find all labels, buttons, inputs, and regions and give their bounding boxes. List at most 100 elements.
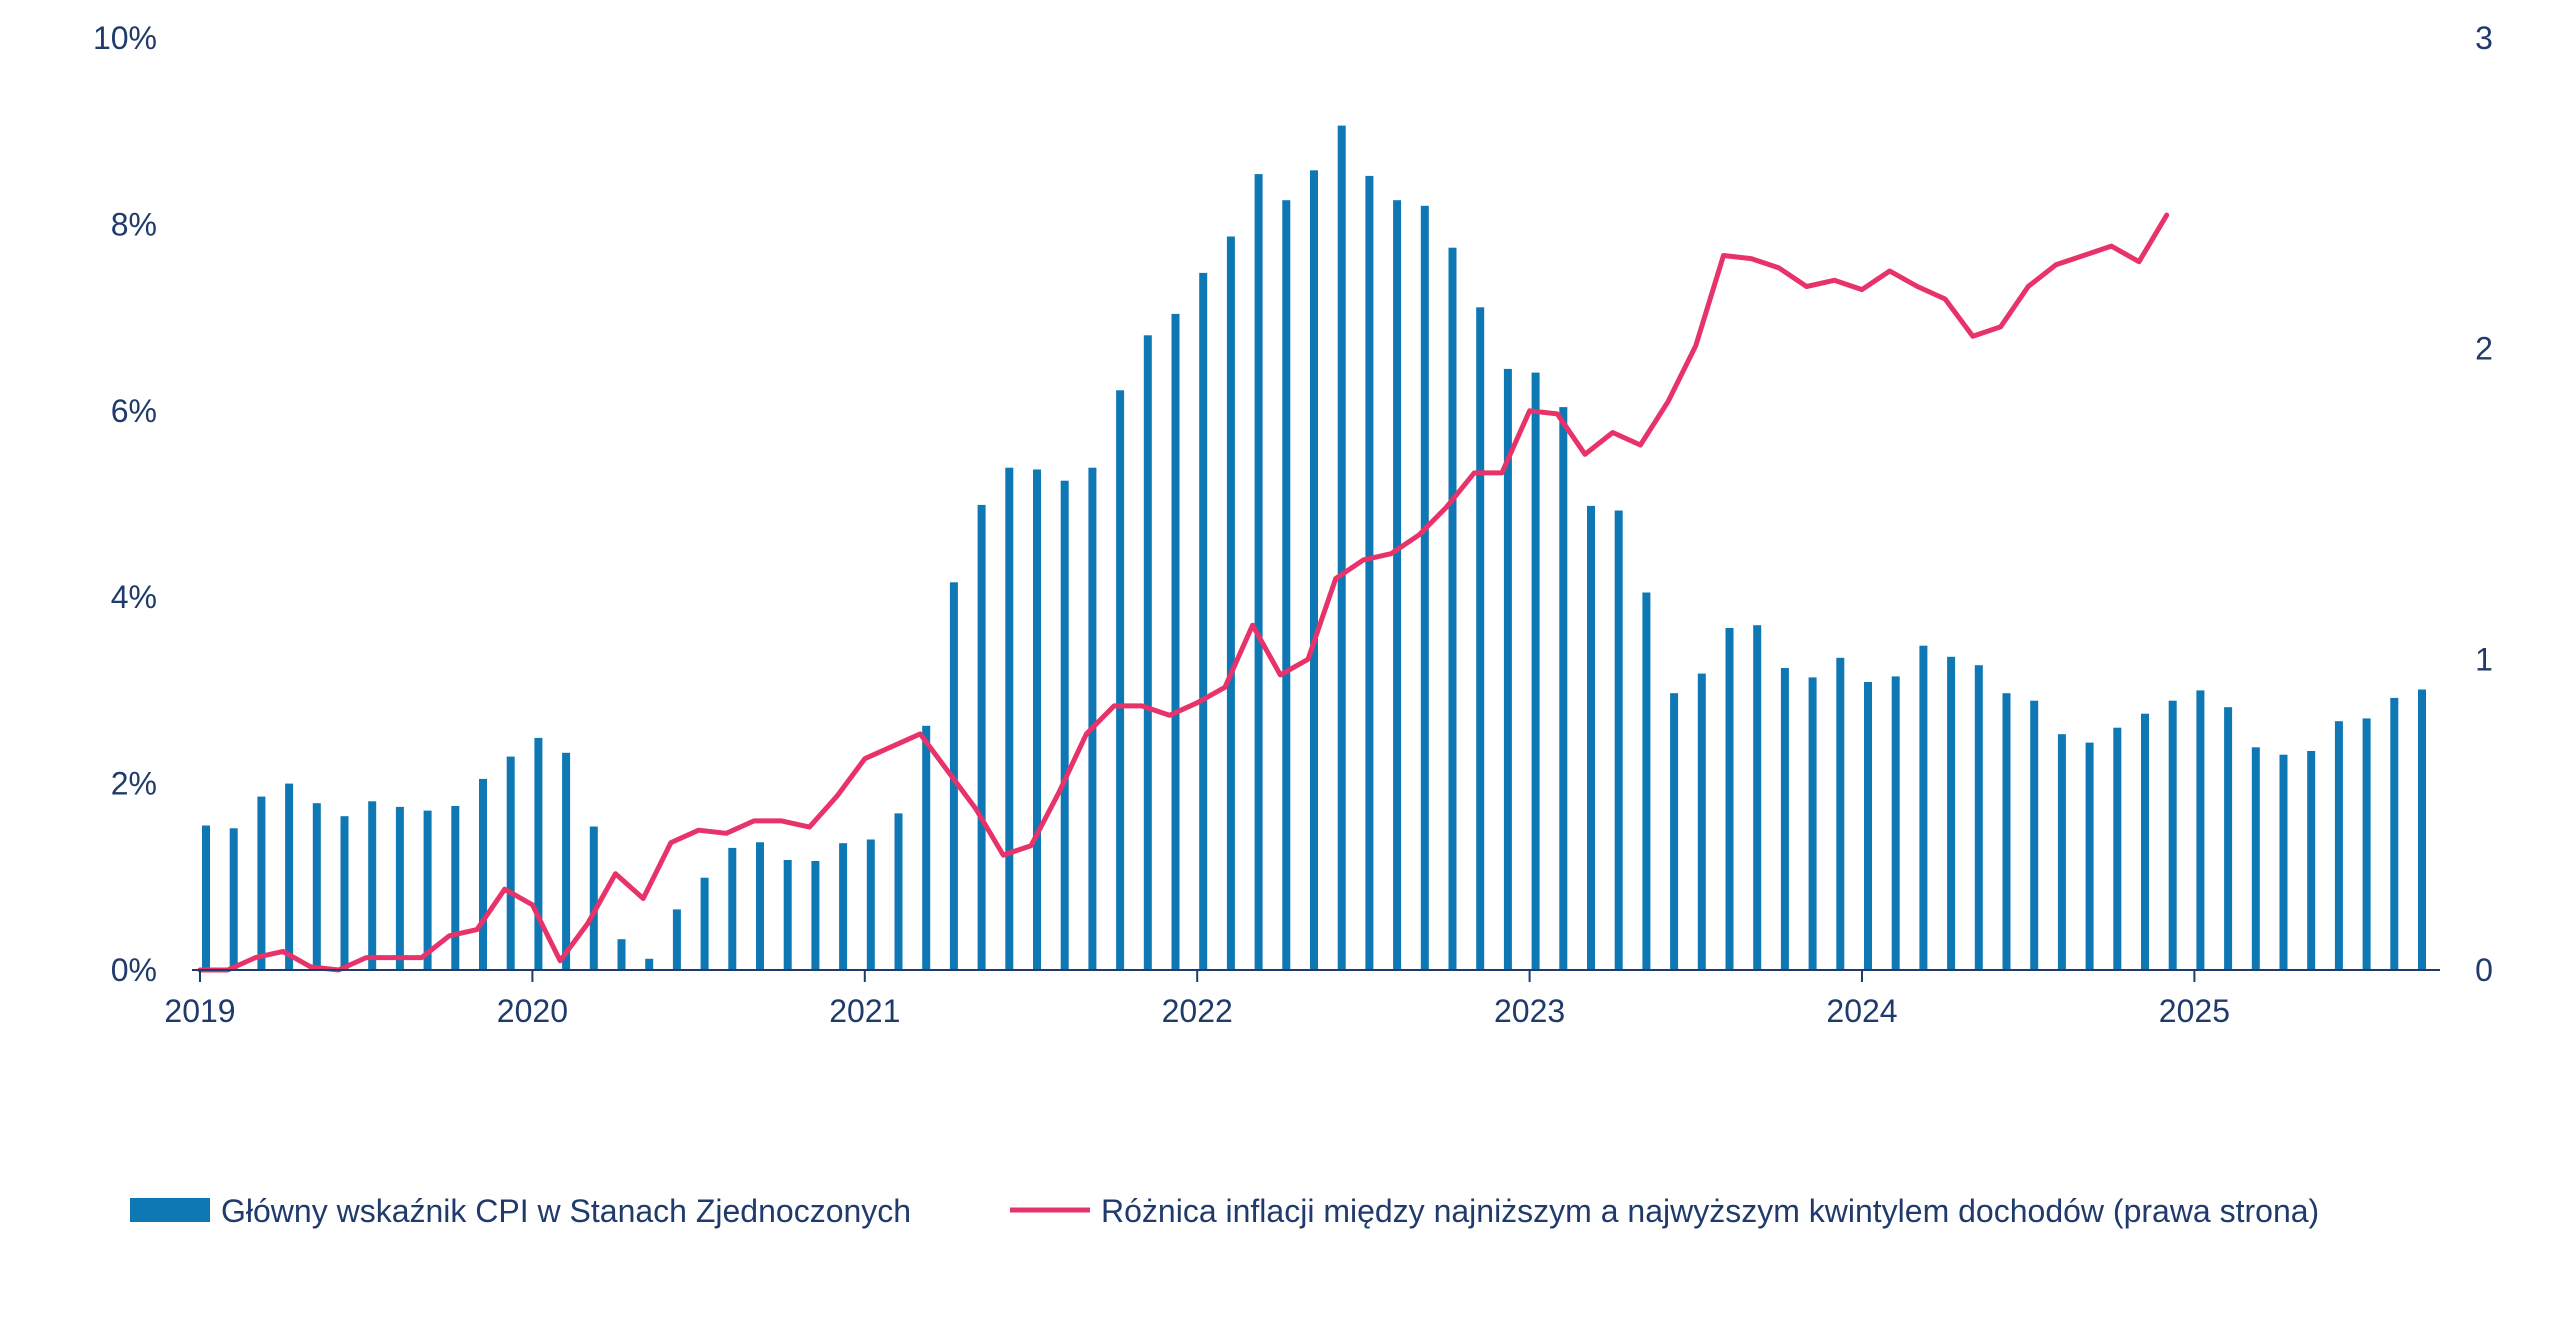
legend-bar-swatch	[130, 1198, 210, 1222]
bar	[977, 504, 986, 970]
bar	[1254, 174, 1263, 971]
bar	[1365, 175, 1374, 970]
bar	[1780, 668, 1789, 970]
bar	[1005, 467, 1014, 970]
bar	[1891, 676, 1900, 970]
bar	[2002, 693, 2011, 970]
bar	[1393, 200, 1402, 970]
bar	[2307, 751, 2316, 970]
bar	[1614, 510, 1623, 970]
x-tick-label: 2021	[829, 993, 900, 1029]
bar	[1919, 645, 1928, 970]
x-tick-label: 2024	[1826, 993, 1897, 1029]
bar	[1143, 335, 1152, 970]
y-axis-right: 0 1 2 3	[2475, 20, 2493, 988]
bar	[2418, 689, 2426, 970]
bar	[1864, 682, 1872, 970]
x-tick-label: 2019	[164, 993, 235, 1029]
bar	[1337, 125, 1346, 971]
bar	[1725, 628, 1734, 970]
bar	[1642, 592, 1651, 970]
y-left-tick-label: 2%	[111, 766, 157, 802]
y-right-tick-label: 3	[2475, 20, 2493, 56]
bar	[1503, 368, 1512, 970]
x-axis-ticks: 2019 2020 2021 2022 2023 2024 2025	[164, 970, 2230, 1029]
legend-bar-label: Główny wskaźnik CPI w Stanach Zjednoczon…	[221, 1193, 911, 1229]
bar	[839, 843, 848, 970]
bar	[2362, 718, 2371, 970]
bar	[2057, 734, 2066, 970]
bar	[2279, 754, 2288, 970]
bar	[2085, 742, 2094, 970]
x-tick-label: 2020	[497, 993, 568, 1029]
bar	[1559, 407, 1568, 971]
bar	[783, 860, 792, 970]
bar	[1697, 673, 1706, 970]
bar	[1587, 505, 1595, 970]
y-axis-left: 0% 2% 4% 6% 8% 10%	[93, 20, 157, 988]
bar	[922, 725, 931, 970]
bar	[2390, 697, 2399, 970]
y-left-tick-label: 0%	[111, 952, 157, 988]
bar	[589, 826, 598, 970]
bar	[202, 825, 210, 970]
bar	[811, 861, 820, 970]
bar	[1420, 205, 1429, 971]
bar	[756, 842, 764, 970]
bar	[312, 803, 321, 970]
bar-series	[202, 125, 2426, 971]
bar	[1670, 693, 1679, 970]
bar	[451, 806, 460, 970]
bar	[1476, 307, 1485, 970]
bar	[1033, 469, 1041, 970]
bar	[1808, 677, 1817, 970]
bar	[395, 806, 404, 970]
bar	[479, 778, 487, 970]
bar	[1310, 170, 1318, 971]
y-right-tick-label: 2	[2475, 331, 2493, 367]
bar	[1753, 625, 1762, 970]
bar	[894, 813, 903, 970]
bar	[1448, 247, 1457, 970]
bar	[1226, 236, 1235, 970]
bar	[2334, 721, 2343, 970]
bar	[2224, 707, 2233, 970]
line-series	[197, 212, 2170, 973]
bar	[1199, 272, 1208, 970]
bar	[2168, 700, 2177, 970]
bar	[2196, 690, 2205, 970]
bar	[1060, 480, 1069, 970]
y-right-tick-label: 1	[2475, 641, 2493, 677]
legend-line-label: Różnica inflacji między najniższym a naj…	[1101, 1193, 2319, 1229]
y-right-tick-label: 0	[2475, 952, 2493, 988]
bar	[1282, 200, 1291, 970]
bar	[1171, 313, 1180, 970]
y-left-tick-label: 6%	[111, 393, 157, 429]
bar	[534, 737, 543, 970]
bar	[1531, 372, 1540, 971]
bar	[2141, 713, 2149, 970]
bar	[368, 801, 377, 970]
y-left-tick-label: 10%	[93, 20, 157, 56]
bar	[728, 847, 737, 970]
bar	[672, 909, 681, 970]
bar	[1947, 656, 1956, 970]
x-tick-label: 2023	[1494, 993, 1565, 1029]
bar	[2113, 727, 2122, 970]
bar	[1974, 665, 1983, 970]
y-left-tick-label: 8%	[111, 206, 157, 242]
x-tick-label: 2022	[1162, 993, 1233, 1029]
bar	[700, 877, 709, 970]
bar	[2251, 747, 2260, 970]
x-tick-label: 2025	[2159, 993, 2230, 1029]
bar	[229, 828, 238, 970]
bar	[866, 839, 875, 970]
bar	[340, 816, 349, 970]
bar	[285, 783, 294, 970]
bar	[1088, 467, 1097, 970]
bar	[645, 958, 654, 970]
legend: Główny wskaźnik CPI w Stanach Zjednoczon…	[130, 1193, 2319, 1229]
bar	[562, 752, 571, 970]
y-left-tick-label: 4%	[111, 579, 157, 615]
